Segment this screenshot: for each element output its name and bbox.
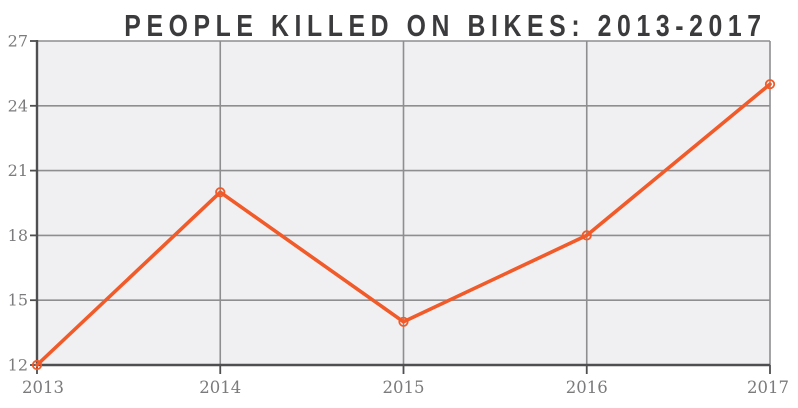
chart-title-text: PEOPLE KILLED ON BIKES: 2013-2017 <box>124 8 767 43</box>
x-tick-label: 2015 <box>383 378 425 397</box>
y-tick-label: 15 <box>8 291 28 310</box>
data-point-marker-2017 <box>764 79 776 90</box>
x-tick-label: 2017 <box>747 378 789 397</box>
chart-title: PEOPLE KILLED ON BIKES: 2013-2017 <box>0 6 798 46</box>
y-tick-label: 21 <box>8 161 28 180</box>
y-tick-label: 27 <box>8 32 28 51</box>
y-tick-label: 24 <box>8 96 28 115</box>
data-point-marker-2014 <box>215 187 226 198</box>
y-tick-label: 12 <box>8 356 28 375</box>
y-tick-label: 18 <box>8 226 28 245</box>
x-tick-label: 2014 <box>199 378 241 397</box>
data-line <box>35 82 772 367</box>
data-point-marker-2013 <box>31 359 43 371</box>
x-tick-label: 2013 <box>22 378 64 397</box>
data-point-marker-2015 <box>398 316 409 327</box>
data-point-marker-2016 <box>581 230 592 241</box>
x-tick-label: 2016 <box>566 378 608 397</box>
